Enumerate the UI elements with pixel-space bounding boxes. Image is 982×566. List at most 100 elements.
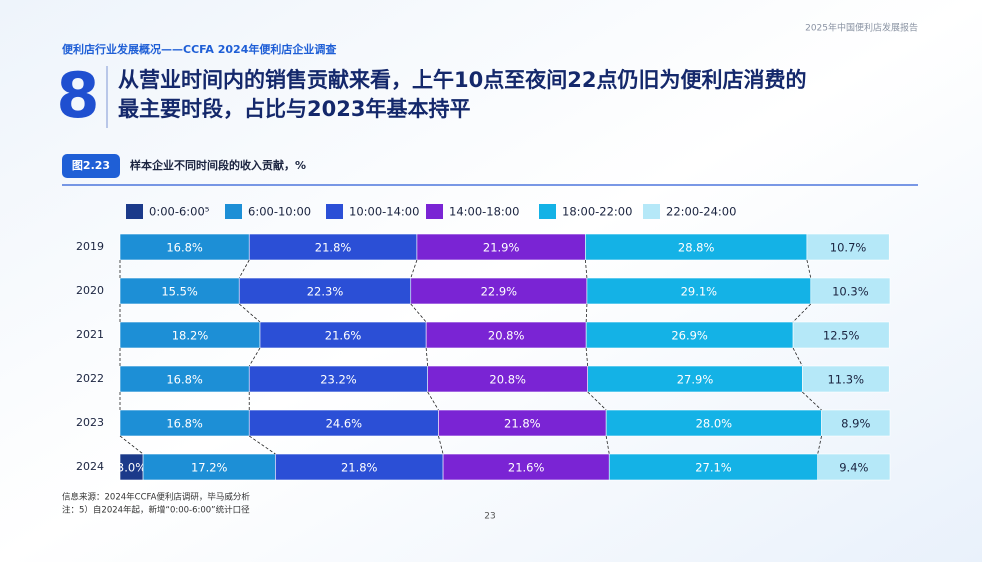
value-label: 21.8% bbox=[341, 461, 378, 475]
legend-swatch bbox=[225, 204, 242, 219]
bar-segment bbox=[585, 321, 794, 349]
connector bbox=[792, 303, 812, 323]
bar-segment bbox=[119, 277, 240, 305]
connector bbox=[806, 259, 812, 279]
connector bbox=[425, 347, 429, 367]
value-label: 8.9% bbox=[841, 417, 870, 431]
headline: 最主要时段，占比与2023年基本持平 bbox=[118, 97, 470, 121]
figure-label-box bbox=[62, 154, 120, 178]
page-number: 23 bbox=[484, 512, 495, 522]
legend-label: 6:00-10:00 bbox=[248, 205, 311, 219]
value-label: 26.9% bbox=[671, 329, 708, 343]
y-tick-label: 2024 bbox=[76, 460, 104, 473]
value-label: 22.3% bbox=[307, 285, 344, 299]
value-label: 12.5% bbox=[823, 329, 860, 343]
bar-segment bbox=[427, 365, 588, 393]
value-label: 3.0% bbox=[117, 461, 146, 475]
y-tick-label: 2019 bbox=[76, 240, 104, 253]
value-label: 29.1% bbox=[681, 285, 718, 299]
bar-segment bbox=[119, 233, 250, 261]
y-tick-label: 2020 bbox=[76, 284, 104, 297]
value-label: 27.1% bbox=[695, 461, 732, 475]
legend-swatch bbox=[426, 204, 443, 219]
bar-segment bbox=[810, 277, 891, 305]
value-label: 9.4% bbox=[839, 461, 868, 475]
connector bbox=[438, 435, 444, 455]
chart-title: 样本企业不同时间段的收入贡献，% bbox=[130, 158, 306, 172]
bar-segment bbox=[586, 277, 812, 305]
connector bbox=[585, 347, 589, 367]
bar-segment bbox=[608, 453, 818, 481]
legend-label: 14:00-18:00 bbox=[449, 205, 519, 219]
connector bbox=[238, 259, 250, 279]
value-label: 28.8% bbox=[678, 241, 715, 255]
bar-segment bbox=[238, 277, 412, 305]
bar-segment bbox=[410, 277, 588, 305]
connector bbox=[427, 391, 439, 411]
bar-segment bbox=[792, 321, 890, 349]
bar-segment bbox=[259, 321, 427, 349]
legend-label: 22:00-24:00 bbox=[666, 205, 736, 219]
slide-number: 8 bbox=[56, 59, 99, 132]
legend-label: 10:00-14:00 bbox=[349, 205, 419, 219]
bar-segment bbox=[425, 321, 587, 349]
note: 注：5）自2024年起，新增“0:00-6:00”统计口径 bbox=[62, 505, 250, 516]
bar-segment bbox=[605, 409, 822, 437]
value-label: 23.2% bbox=[320, 373, 357, 387]
bar-segment bbox=[119, 321, 261, 349]
legend-swatch bbox=[326, 204, 343, 219]
bar-segment bbox=[438, 409, 607, 437]
report-name: 2025年中国便利店发展报告 bbox=[805, 22, 918, 34]
legend-swatch bbox=[643, 204, 660, 219]
connector bbox=[802, 391, 822, 411]
value-label: 18.2% bbox=[172, 329, 209, 343]
connector bbox=[605, 435, 610, 455]
bar-segment bbox=[442, 453, 610, 481]
value-label: 10.3% bbox=[832, 285, 869, 299]
value-label: 21.9% bbox=[483, 241, 520, 255]
connector bbox=[249, 435, 276, 455]
bar-segment bbox=[817, 453, 891, 481]
bar-segment bbox=[587, 365, 803, 393]
y-tick-label: 2022 bbox=[76, 372, 104, 385]
y-tick-label: 2023 bbox=[76, 416, 104, 429]
bar-segment bbox=[248, 365, 428, 393]
connector bbox=[410, 303, 427, 323]
connector bbox=[248, 347, 261, 367]
value-label: 20.8% bbox=[488, 329, 525, 343]
legend-swatch bbox=[539, 204, 556, 219]
bar-segment bbox=[585, 233, 808, 261]
value-label: 10.7% bbox=[830, 241, 867, 255]
bar-segment bbox=[802, 365, 890, 393]
connector bbox=[817, 435, 822, 455]
bar-segment bbox=[806, 233, 890, 261]
connector bbox=[585, 303, 588, 323]
value-label: 11.3% bbox=[827, 373, 864, 387]
section-title: 便利店行业发展概况——CCFA 2024年便利店企业调查 bbox=[62, 42, 336, 56]
value-label: 24.6% bbox=[326, 417, 363, 431]
value-label: 28.0% bbox=[696, 417, 733, 431]
value-label: 21.8% bbox=[504, 417, 541, 431]
value-label: 16.8% bbox=[166, 417, 203, 431]
value-label: 15.5% bbox=[161, 285, 198, 299]
connector bbox=[410, 259, 418, 279]
chart: 0:00-6:00⁵ 6:00-10:00 10:00-14:00 14:00-18:… bbox=[76, 204, 891, 481]
value-label: 22.9% bbox=[481, 285, 518, 299]
bar-segment bbox=[416, 233, 586, 261]
connector bbox=[238, 303, 261, 323]
y-tick-label: 2021 bbox=[76, 328, 104, 341]
value-label: 17.2% bbox=[191, 461, 228, 475]
bar-segment bbox=[821, 409, 891, 437]
value-label: 16.8% bbox=[166, 373, 203, 387]
bar-segment bbox=[275, 453, 444, 481]
value-label: 16.8% bbox=[166, 241, 203, 255]
value-label: 21.6% bbox=[325, 329, 362, 343]
legend-swatch bbox=[126, 204, 143, 219]
legend-label: 0:00-6:00⁵ bbox=[149, 205, 210, 219]
figure-label: 图2.23 bbox=[72, 159, 110, 172]
source: 信息来源：2024年CCFA便利店调研，毕马威分析 bbox=[62, 492, 250, 503]
value-label: 27.9% bbox=[677, 373, 714, 387]
bar-segment bbox=[142, 453, 276, 481]
